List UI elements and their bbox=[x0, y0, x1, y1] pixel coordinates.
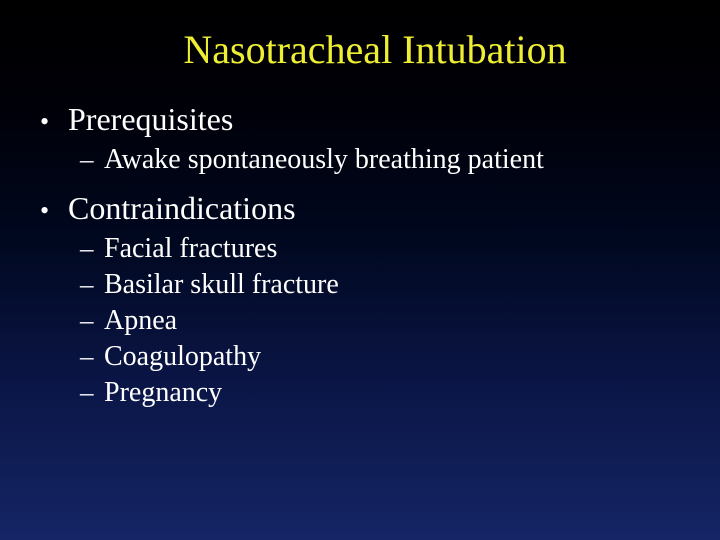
section-label: Contraindications bbox=[68, 190, 296, 227]
list-item: – Facial fractures bbox=[40, 233, 680, 265]
list-item: – Pregnancy bbox=[40, 377, 680, 409]
dash-marker: – bbox=[80, 377, 94, 408]
section-heading: • Contraindications bbox=[40, 190, 680, 227]
list-item: – Basilar skull fracture bbox=[40, 269, 680, 301]
list-item: – Apnea bbox=[40, 305, 680, 337]
dash-marker: – bbox=[80, 144, 94, 175]
section-label: Prerequisites bbox=[68, 101, 233, 138]
bullet-marker: • bbox=[40, 107, 54, 137]
spacer bbox=[40, 180, 680, 190]
slide-title: Nasotracheal Intubation bbox=[70, 26, 680, 73]
dash-marker: – bbox=[80, 341, 94, 372]
list-item-text: Pregnancy bbox=[104, 377, 222, 409]
section-heading: • Prerequisites bbox=[40, 101, 680, 138]
bullet-marker: • bbox=[40, 196, 54, 226]
list-item-text: Awake spontaneously breathing patient bbox=[104, 144, 544, 176]
dash-marker: – bbox=[80, 233, 94, 264]
dash-marker: – bbox=[80, 305, 94, 336]
list-item: – Coagulopathy bbox=[40, 341, 680, 373]
list-item: – Awake spontaneously breathing patient bbox=[40, 144, 680, 176]
list-item-text: Coagulopathy bbox=[104, 341, 261, 373]
dash-marker: – bbox=[80, 269, 94, 300]
slide-content: • Prerequisites – Awake spontaneously br… bbox=[40, 101, 680, 409]
list-item-text: Basilar skull fracture bbox=[104, 269, 339, 301]
slide-container: Nasotracheal Intubation • Prerequisites … bbox=[0, 0, 720, 540]
list-item-text: Facial fractures bbox=[104, 233, 277, 265]
list-item-text: Apnea bbox=[104, 305, 177, 337]
